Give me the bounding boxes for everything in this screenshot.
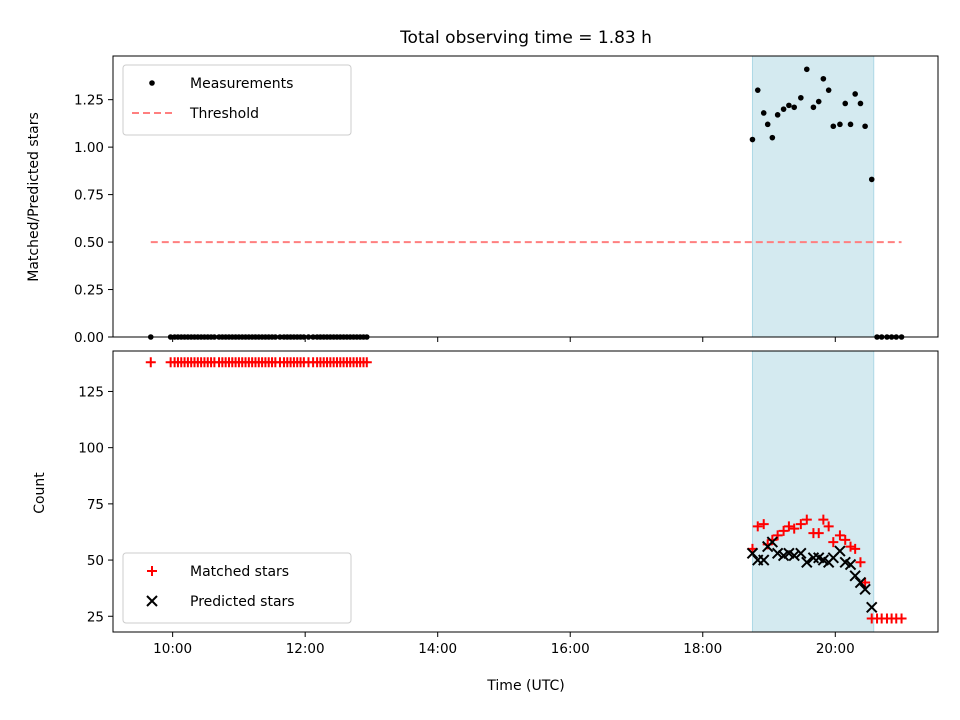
- top-axes-frame: [112, 55, 939, 338]
- matched-stars-series: [145, 357, 907, 624]
- measurement-point: [749, 136, 756, 143]
- matched-stars-legend-label: Matched stars: [190, 564, 289, 580]
- measurement-point: [837, 121, 843, 128]
- bottom-y-tick-label: 75: [87, 497, 104, 513]
- matched-stars-point: [361, 357, 372, 368]
- predicted-stars-point: [771, 547, 784, 560]
- matched-stars-point: [896, 613, 907, 624]
- matched-stars-point: [850, 543, 861, 554]
- top-y-tick-label: 0.50: [74, 235, 104, 251]
- matched-stars-legend-marker: [147, 566, 157, 576]
- x-tick-label: 20:00: [816, 641, 855, 657]
- predicted-stars-series: [746, 536, 878, 613]
- x-tick-label: 14:00: [418, 641, 457, 657]
- bottom-y-axis-label: Count: [32, 472, 48, 514]
- top-legend: Measurements Threshold: [122, 64, 352, 136]
- measurement-point: [815, 98, 822, 105]
- bottom-legend: Matched stars Predicted stars: [122, 552, 352, 624]
- predicted-stars-point: [866, 601, 878, 613]
- measurement-point: [754, 87, 761, 93]
- matched-stars-point: [778, 525, 789, 536]
- measurement-point: [769, 134, 776, 141]
- matched-stars-point: [145, 357, 156, 368]
- matched-stars-point: [752, 521, 763, 532]
- matched-stars-point: [758, 519, 769, 530]
- measurement-point: [760, 110, 767, 116]
- measurement-point: [786, 102, 792, 109]
- chart-title: Total observing time = 1.83 h: [399, 28, 652, 48]
- top-highlight-span: [751, 55, 875, 338]
- matched-stars-point: [801, 514, 812, 525]
- predicted-stars-legend-marker: [146, 595, 158, 607]
- matched-stars-point: [795, 519, 806, 530]
- top-y-tick-label: 0.00: [74, 330, 104, 346]
- measurement-point: [764, 121, 771, 128]
- measurements-series: [147, 66, 905, 340]
- measurement-point: [868, 176, 875, 183]
- measurement-point: [862, 123, 868, 130]
- x-tick-label: 10:00: [153, 641, 192, 657]
- matched-stars-point: [772, 530, 783, 541]
- predicted-stars-point: [854, 576, 867, 589]
- x-tick-label: 18:00: [683, 641, 722, 657]
- matched-stars-point: [789, 523, 800, 534]
- measurement-point: [830, 123, 837, 130]
- bottom-y-tick-label: 50: [87, 553, 104, 569]
- measurement-point: [798, 94, 804, 101]
- measurement-point: [820, 75, 827, 82]
- top-y-tick-label: 1.00: [74, 140, 104, 156]
- bottom-y-tick-label: 125: [78, 384, 104, 400]
- predicted-stars-point: [844, 558, 857, 571]
- matched-stars-point: [834, 530, 845, 541]
- matched-stars-point: [845, 541, 856, 552]
- bottom-y-tick-label: 100: [78, 441, 104, 457]
- measurements-legend-label: Measurements: [190, 76, 293, 92]
- top-legend-box: [122, 64, 352, 136]
- predicted-stars-point: [801, 556, 813, 569]
- predicted-stars-point: [766, 536, 779, 548]
- matched-stars-point: [818, 514, 829, 525]
- measurement-point: [852, 91, 858, 97]
- x-tick-label: 16:00: [551, 641, 590, 657]
- matched-stars-point: [840, 534, 851, 545]
- x-tick-label: 12:00: [286, 641, 325, 657]
- predicted-stars-point: [859, 583, 871, 595]
- matched-stars-point: [823, 521, 834, 532]
- x-axis-label: Time (UTC): [486, 678, 564, 694]
- matched-stars-point: [855, 557, 866, 568]
- bottom-y-tick-label: 25: [87, 609, 104, 625]
- top-y-axis-label: Matched/Predicted stars: [26, 112, 42, 282]
- measurement-point: [803, 66, 810, 73]
- threshold-legend-label: Threshold: [189, 106, 259, 122]
- measurement-point: [780, 106, 787, 112]
- matched-stars-point: [783, 521, 794, 532]
- measurement-point: [842, 100, 849, 107]
- bottom-legend-box: [122, 552, 352, 624]
- top-y-tick-label: 1.25: [74, 93, 104, 109]
- predicted-stars-point: [849, 570, 861, 582]
- measurement-point: [810, 104, 817, 111]
- top-y-tick-label: 0.25: [74, 283, 104, 299]
- predicted-stars-legend-label: Predicted stars: [190, 594, 295, 610]
- measurement-point: [825, 87, 832, 93]
- predicted-stars-point: [746, 547, 759, 560]
- matched-stars-point: [813, 528, 824, 539]
- measurement-point: [774, 112, 781, 118]
- measurement-point: [791, 104, 798, 111]
- bottom-axes-frame: [112, 350, 939, 633]
- measurement-point: [847, 121, 854, 128]
- matched-stars-point: [828, 537, 839, 548]
- top-y-tick-label: 0.75: [74, 188, 104, 204]
- top-panel: 0.00 0.25 0.50 0.75 1.00 1.25 Measurements Thre…: [74, 55, 939, 346]
- predicted-stars-point: [795, 547, 807, 560]
- measurement-point: [857, 100, 864, 107]
- bottom-highlight-span: [751, 350, 875, 633]
- predicted-stars-point: [788, 549, 800, 562]
- predicted-stars-point: [834, 545, 846, 557]
- measurements-legend-marker: [149, 80, 155, 86]
- bottom-panel: 10:00 12:00 14:00 16:00 18:00 20:00 25 50 75 100 1…: [78, 350, 939, 657]
- predicted-stars-point: [758, 554, 770, 566]
